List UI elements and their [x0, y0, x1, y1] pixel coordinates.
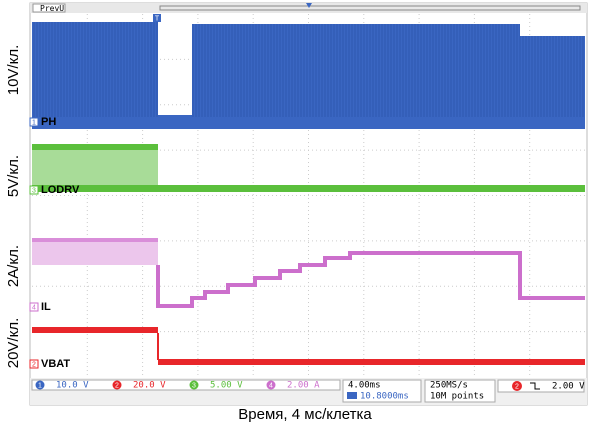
channel-marker: 1	[32, 119, 36, 126]
channel-scales-box	[31, 379, 341, 391]
record-bar	[159, 5, 581, 11]
scale-channel: 2	[115, 382, 119, 389]
timebase-box	[342, 379, 422, 403]
sample-rate: 250MS/s	[430, 381, 468, 391]
acquisition-box	[424, 379, 496, 403]
scale-channel-badge	[112, 380, 122, 390]
position-icon	[347, 392, 357, 399]
axis-labels: 10V/кл. 5V/кл. 2A/кл. 20V/кл.	[5, 45, 22, 369]
scale-channel: 4	[269, 382, 273, 389]
trigger-slope	[530, 382, 540, 390]
scale-channel-badge	[35, 380, 45, 390]
channel-scale: 2.00 A	[287, 381, 320, 391]
il-trace	[156, 251, 585, 308]
vbat-trace	[32, 327, 158, 333]
lodrv-trace	[32, 145, 158, 190]
channel-marker-box	[29, 185, 39, 195]
ph-trace	[520, 36, 585, 129]
scale-channel: 1	[38, 382, 42, 389]
lodrv-trace	[32, 185, 585, 192]
axis-label: 20V/кл.	[5, 318, 22, 369]
axis-label: 10V/кл.	[5, 45, 22, 96]
channel-marker: 4	[32, 304, 36, 311]
top-bar	[30, 3, 587, 13]
channel-label: LODRV	[41, 184, 80, 196]
trigger-marker: T	[155, 15, 160, 22]
scale-channel: 3	[192, 382, 196, 389]
trigger-channel-badge	[512, 381, 522, 391]
channel-marker-box	[29, 302, 39, 312]
channel-label: PH	[41, 116, 56, 128]
lodrv-trace	[32, 144, 158, 150]
channel-scale: 10.0 V	[56, 381, 89, 391]
ph-baseline	[32, 117, 585, 129]
channel-label: IL	[41, 301, 51, 313]
channel-marker: 3	[32, 187, 36, 194]
trigger-position	[306, 3, 312, 8]
caption: Время, 4 мс/клетка	[238, 406, 372, 423]
status-items: 1 10.0 V 2 20.0 V 3 5.00 V 4 2.00 A	[35, 380, 320, 391]
timebase: 4.00ms	[348, 381, 381, 391]
channel-labels: 1 PH 3 LODRV 4 IL 2 VBAT	[29, 116, 80, 370]
il-trace	[32, 238, 158, 265]
axis-label: 2A/кл.	[5, 245, 22, 287]
trigger-channel: 2	[515, 383, 519, 390]
ph-trace	[32, 22, 158, 118]
ph-trace	[192, 24, 520, 128]
channel-marker-box	[29, 117, 39, 127]
scale-channel-badge	[266, 380, 276, 390]
record-length: 10M points	[430, 392, 484, 402]
channel-scale: 20.0 V	[133, 381, 166, 391]
scale-channel-badge	[189, 380, 199, 390]
il-trace	[32, 238, 158, 242]
mode-box	[32, 3, 66, 13]
mode-text: PrevU	[40, 4, 64, 13]
trigger-level: 2.00 V	[552, 382, 585, 392]
channel-marker-box	[29, 359, 39, 369]
channel-scale: 5.00 V	[210, 381, 243, 391]
channel-marker: 2	[32, 361, 36, 368]
vbat-trace	[158, 359, 585, 365]
channel-label: VBAT	[41, 358, 70, 370]
axis-label: 5V/кл.	[5, 155, 22, 197]
trigger-marker-box	[153, 14, 161, 22]
position: 10.8000ms	[360, 392, 409, 402]
